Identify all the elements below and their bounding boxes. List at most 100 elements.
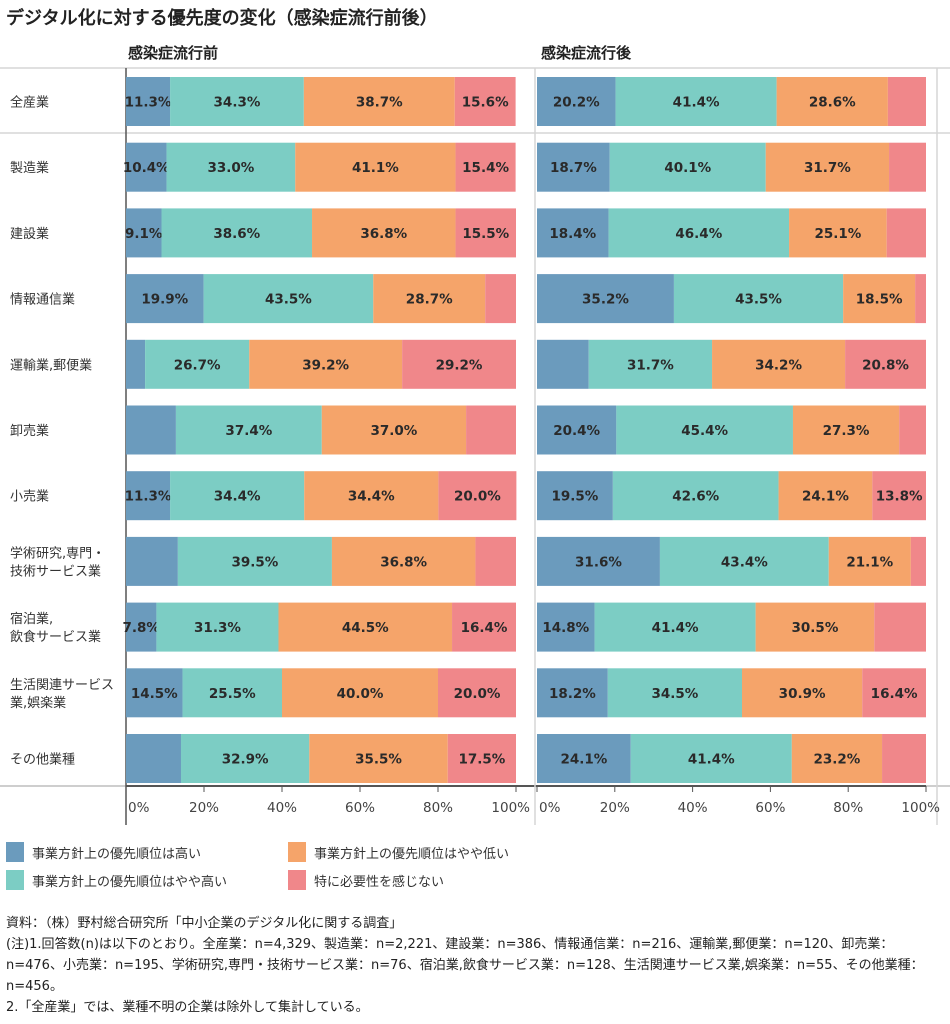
data-label: 38.6% [213, 226, 260, 242]
data-label: 16.4% [871, 686, 918, 702]
data-label: 31.7% [627, 357, 674, 373]
data-label: 11.3% [125, 489, 172, 505]
data-label: 31.7% [804, 160, 851, 176]
bar-segment-somewhat-high [170, 77, 304, 126]
bar-segment-somewhat-high [170, 471, 305, 521]
panel-title-before: 感染症流行前 [128, 44, 219, 62]
bar-segment-high [126, 142, 167, 192]
data-label: 32.9% [222, 752, 269, 768]
data-label: 40.1% [664, 160, 711, 176]
data-label: 24.1% [560, 752, 607, 768]
bar-segment-not-needed [455, 208, 516, 258]
bar-segment-somewhat-high [659, 536, 829, 586]
category-label: 卸売業 [10, 423, 49, 439]
x-tick-label: 60% [755, 800, 785, 816]
bar-segment-somewhat-high [630, 734, 792, 783]
bar-segment-high [537, 405, 617, 455]
bar-segment-not-needed [889, 142, 926, 192]
x-tick-label: 80% [833, 800, 863, 816]
data-label: 42.6% [672, 489, 719, 505]
bar-segment-somewhat-low [309, 734, 448, 783]
legend-swatch-somewhat-low [288, 842, 306, 862]
legend-swatch-not-needed [288, 870, 306, 890]
bar-segment-not-needed [845, 339, 926, 389]
data-label: 25.1% [814, 226, 861, 242]
data-label: 43.4% [721, 554, 768, 570]
data-label: 30.5% [792, 620, 839, 636]
data-label: 13.8% [876, 489, 923, 505]
data-label: 36.8% [380, 554, 427, 570]
data-label: 34.5% [651, 686, 698, 702]
x-tick-label: 40% [267, 800, 297, 816]
data-label: 11.3% [125, 95, 172, 111]
data-label: 35.2% [582, 292, 629, 308]
bar-segment-somewhat-low [331, 536, 476, 586]
source-note: 資料：（株）野村総合研究所「中小企業のデジタル化に関する調査」 [6, 916, 403, 931]
bar-segment-somewhat-high [180, 734, 310, 783]
data-label: 19.9% [141, 292, 188, 308]
x-tick-label: 100% [901, 800, 940, 816]
bar-segment-not-needed [438, 471, 517, 521]
bar-segment-somewhat-low [249, 339, 403, 389]
data-label: 45.4% [681, 423, 728, 439]
data-label: 14.5% [131, 686, 178, 702]
bar-segment-somewhat-high [608, 208, 790, 258]
bar-segment-somewhat-high [177, 536, 332, 586]
data-label: 25.5% [209, 686, 256, 702]
data-label: 18.7% [550, 160, 597, 176]
data-label: 46.4% [675, 226, 722, 242]
data-label: 15.6% [462, 95, 509, 111]
x-tick-label: 60% [345, 800, 375, 816]
bar-segment-high [537, 208, 609, 258]
category-label: 学術研究,専門・技術サービス業 [10, 545, 105, 579]
bar-segment-high [537, 602, 595, 652]
bar-segment-somewhat-high [616, 405, 793, 455]
category-label: 建設業 [10, 226, 49, 242]
data-label: 20.4% [553, 423, 600, 439]
bar-segment-somewhat-high [166, 142, 296, 192]
bar-segment-somewhat-high [175, 405, 322, 455]
data-label: 27.3% [823, 423, 870, 439]
bar-segment-somewhat-low [755, 602, 875, 652]
bar-segment-not-needed [485, 274, 516, 324]
bar-segment-high [537, 77, 616, 126]
bar-segment-somewhat-low [792, 405, 900, 455]
bar-segment-high [126, 734, 181, 783]
bar-segment-somewhat-low [303, 77, 455, 126]
bar-segment-not-needed [874, 602, 926, 652]
bar-segment-somewhat-low [776, 77, 888, 126]
data-label: 18.5% [856, 292, 903, 308]
data-label: 34.2% [755, 357, 802, 373]
bar-segment-somewhat-low [373, 274, 486, 324]
data-label: 20.2% [553, 95, 600, 111]
bar-segment-high [126, 77, 171, 126]
data-label: 15.5% [462, 226, 509, 242]
bar-segment-high [537, 339, 589, 389]
data-label: 35.5% [355, 752, 402, 768]
data-label: 34.4% [214, 489, 261, 505]
legend-item-high: 事業方針上の優先順位は高い [6, 842, 201, 862]
x-tick-label: 80% [423, 800, 453, 816]
x-tick-label: 20% [189, 800, 219, 816]
data-label: 41.4% [688, 752, 735, 768]
bar-segment-somewhat-low [321, 405, 467, 455]
x-tick-label: 0% [128, 800, 150, 816]
bar-segment-high [537, 142, 610, 192]
legend-item-somewhat-high: 事業方針上の優先順位はやや高い [6, 870, 227, 890]
bar-segment-high [126, 668, 183, 718]
bar-segment-not-needed [887, 77, 926, 126]
legend-label-not-needed: 特に必要性を感じない [314, 874, 445, 890]
bar-segment-somewhat-low [295, 142, 456, 192]
bar-segment-somewhat-low [278, 602, 453, 652]
bar-segment-not-needed [455, 142, 516, 192]
bar-segment-somewhat-high [161, 208, 313, 258]
bar-segment-somewhat-high [673, 274, 844, 324]
data-label: 28.6% [809, 95, 856, 111]
bar-segment-somewhat-high [607, 668, 743, 718]
data-label: 20.8% [862, 357, 909, 373]
data-label: 41.4% [673, 95, 720, 111]
data-label: 14.8% [542, 620, 589, 636]
category-label: 運輸業,郵便業 [10, 357, 92, 373]
data-label: 20.0% [454, 489, 501, 505]
bar-segment-not-needed [910, 536, 926, 586]
